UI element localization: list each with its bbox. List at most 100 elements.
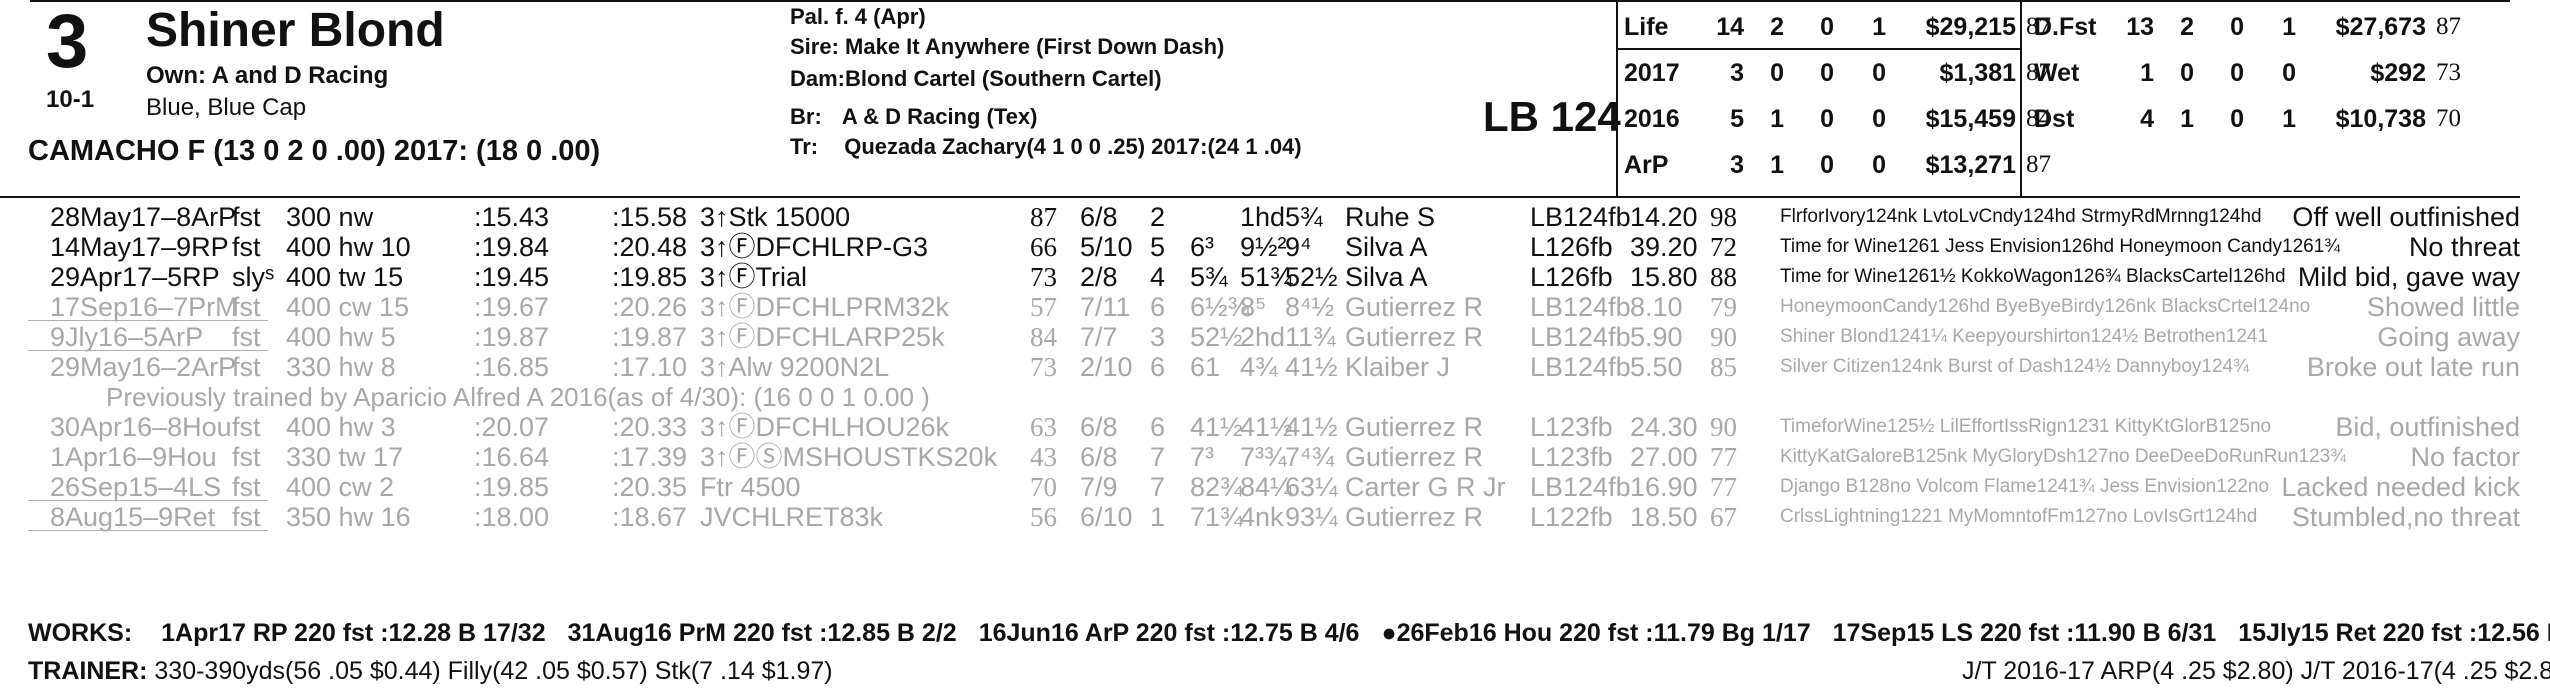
race-row[interactable]: 1Apr16–9Hou fst 330 tw 17:16.64:17.39 3↑ⒻⓈM… <box>0 442 2550 472</box>
race-row[interactable]: 29May16–2ArP fst 330 hw 8:16.85:17.10 3↑Alw… <box>0 352 2550 382</box>
work-entry: ●26Feb16 Hou 220 fst :11.79 Bg 1/17 <box>1381 619 1811 647</box>
race-fin: 93¼ <box>1285 502 1338 532</box>
stats_right-starts: 1 <box>2140 59 2154 87</box>
date-underline <box>28 350 268 351</box>
race-cond: fst <box>232 202 261 232</box>
race-trip: No threat <box>2408 232 2520 262</box>
race-race: 3↑ⒻDFCHLRP-G3 <box>700 232 929 262</box>
stats_left-spd: 87 <box>2026 59 2051 86</box>
race-spd: 66 <box>1030 232 1057 262</box>
race-cond: fst <box>232 412 261 442</box>
stats_left-p: 0 <box>1820 59 1834 87</box>
race-pp: 6/8 <box>1080 202 1118 232</box>
dam-value: Blond Cartel (Southern Cartel) <box>845 66 1162 91</box>
stats_right-spd: 70 <box>2436 105 2461 132</box>
sire: Sire: Make It Anywhere (First Down Dash) <box>790 34 1225 59</box>
race-pp: 5/10 <box>1080 232 1133 262</box>
stats_right-spd: 73 <box>2436 59 2461 86</box>
race-f2: :20.26 <box>612 292 688 322</box>
race-spd: 57 <box>1030 292 1057 322</box>
race-st: 2 <box>1150 202 1166 232</box>
race-odds: 14.20 <box>1630 202 1698 232</box>
race-jockey: Gutierrez R <box>1345 322 1484 352</box>
race-row[interactable]: 28May17–8ArP fst 300 nw:15.43:15.58 3↑Stk 1… <box>0 202 2550 232</box>
race-c1: 41½ <box>1190 412 1243 442</box>
stats_left-w: 0 <box>1770 59 1784 87</box>
stats_left-s: 0 <box>1872 59 1886 87</box>
race-cond: fst <box>232 292 261 322</box>
race-med: L122fb <box>1530 502 1613 532</box>
stats-divider <box>2020 0 2022 196</box>
race-odds: 16.90 <box>1630 472 1698 502</box>
stats_right-starts: 4 <box>2140 105 2154 133</box>
race-c1: 5¾ <box>1190 262 1228 292</box>
work-entry: 15Jly15 Ret 220 fst :12.56 B 2/3 <box>2238 619 2550 647</box>
header-bottom-border <box>0 196 2520 198</box>
stats_right-label: D.Fst <box>2034 13 2097 41</box>
race-odds: 5.50 <box>1630 352 1683 382</box>
race-row[interactable]: 26Sep15–4LS fst 400 cw 2:19.85:20.35 Ftr 45… <box>0 472 2550 502</box>
race-med: LB124fb <box>1530 292 1631 322</box>
race-date: 28May17–8ArP <box>50 202 237 232</box>
race-spd: 63 <box>1030 412 1057 442</box>
race-odds: 18.50 <box>1630 502 1698 532</box>
race-comment: TimeforWine125½ LilEffortIssRign1231 Kit… <box>1780 416 2272 437</box>
stats_left-earn: $1,381 <box>1939 59 2016 87</box>
trainer-stats-label: TRAINER: <box>28 657 148 685</box>
race-med: L123fb <box>1530 442 1613 472</box>
race-comment: HoneymoonCandy126hd ByeByeBirdy126nk Bla… <box>1780 296 2311 317</box>
breeder: Br: A & D Racing (Tex) <box>790 104 1037 130</box>
race-row[interactable]: 29Apr17–5RP slyˢ 400 tw 15:19.45:19.85 3↑ⒻT… <box>0 262 2550 292</box>
race-sr: 90 <box>1710 322 1737 352</box>
race-c2: 8⁵ <box>1240 292 1267 322</box>
stats_left-starts: 3 <box>1730 59 1744 87</box>
race-fin: 63¼ <box>1285 472 1338 502</box>
race-odds: 8.10 <box>1630 292 1683 322</box>
race-c2: 7³¾ <box>1240 442 1287 472</box>
race-c1: 6³ <box>1190 232 1215 262</box>
stats_left-earn: $29,215 <box>1925 13 2016 41</box>
race-pp: 6/10 <box>1080 502 1133 532</box>
top-border <box>30 0 1630 2</box>
race-row[interactable]: 9Jly16–5ArP fst 400 hw 5:19.87:19.87 3↑ⒻDFC… <box>0 322 2550 352</box>
trainer-stats-line: TRAINER: 330-390yds(56 .05 $0.44) Filly(… <box>28 656 833 686</box>
jockey-line: CAMACHO F (13 0 2 0 .00) 2017: (18 0 .00… <box>28 135 601 167</box>
trainer-label: Tr: <box>790 134 819 159</box>
race-spd: 87 <box>1030 202 1057 232</box>
race-row[interactable]: 14May17–9RP fst 400 hw 10:19.84:20.48 3↑ⒻDF… <box>0 232 2550 262</box>
race-cond: fst <box>232 502 261 532</box>
race-odds: 24.30 <box>1630 412 1698 442</box>
race-spd: 43 <box>1030 442 1057 472</box>
race-race: 3↑ⒻDFCHLARP25k <box>700 322 945 352</box>
race-st: 6 <box>1150 352 1166 382</box>
race-row[interactable]: 30Apr16–8Hou fst 400 hw 3:20.07:20.33 3↑ⒻDF… <box>0 412 2550 442</box>
race-f2: :20.33 <box>612 412 688 442</box>
race-race: 3↑ⒻⓈMSHOUSTKS20k <box>700 442 998 472</box>
race-f1: :19.87 <box>474 322 550 352</box>
race-st: 7 <box>1150 472 1166 502</box>
race-dist: 330 tw 17 <box>286 442 404 472</box>
race-cond: fst <box>232 232 261 262</box>
race-sr: 77 <box>1710 472 1737 502</box>
stats_left-w: 1 <box>1770 151 1784 179</box>
race-st: 5 <box>1150 232 1166 262</box>
race-odds: 27.00 <box>1630 442 1698 472</box>
dam-label: Dam: <box>790 66 846 91</box>
race-row[interactable]: 8Aug15–9Ret fst 350 hw 16:18.00:18.67 JVCHL… <box>0 502 2550 532</box>
race-f1: :19.85 <box>474 472 550 502</box>
work-entry: 17Sep15 LS 220 fst :11.90 B 6/31 <box>1832 619 2217 647</box>
race-sr: 79 <box>1710 292 1737 322</box>
race-dist: 330 hw 8 <box>286 352 396 382</box>
race-dist: 300 nw <box>286 202 374 232</box>
race-med: LB124fb <box>1530 352 1631 382</box>
race-row[interactable]: 17Sep16–7PrM fst 400 cw 15:19.67:20.26 3↑ⒻD… <box>0 292 2550 322</box>
race-dist: 400 hw 10 <box>286 232 411 262</box>
race-trip: Going away <box>2377 322 2520 352</box>
work-entry: 1Apr17 RP 220 fst :12.28 B 17/32 <box>161 619 546 647</box>
race-st: 1 <box>1150 502 1166 532</box>
race-jockey: Gutierrez R <box>1345 442 1484 472</box>
race-date: 8Aug15–9Ret <box>50 502 216 532</box>
race-c1: 71¾ <box>1190 502 1243 532</box>
race-sr: 77 <box>1710 442 1737 472</box>
race-f2: :20.35 <box>612 472 688 502</box>
